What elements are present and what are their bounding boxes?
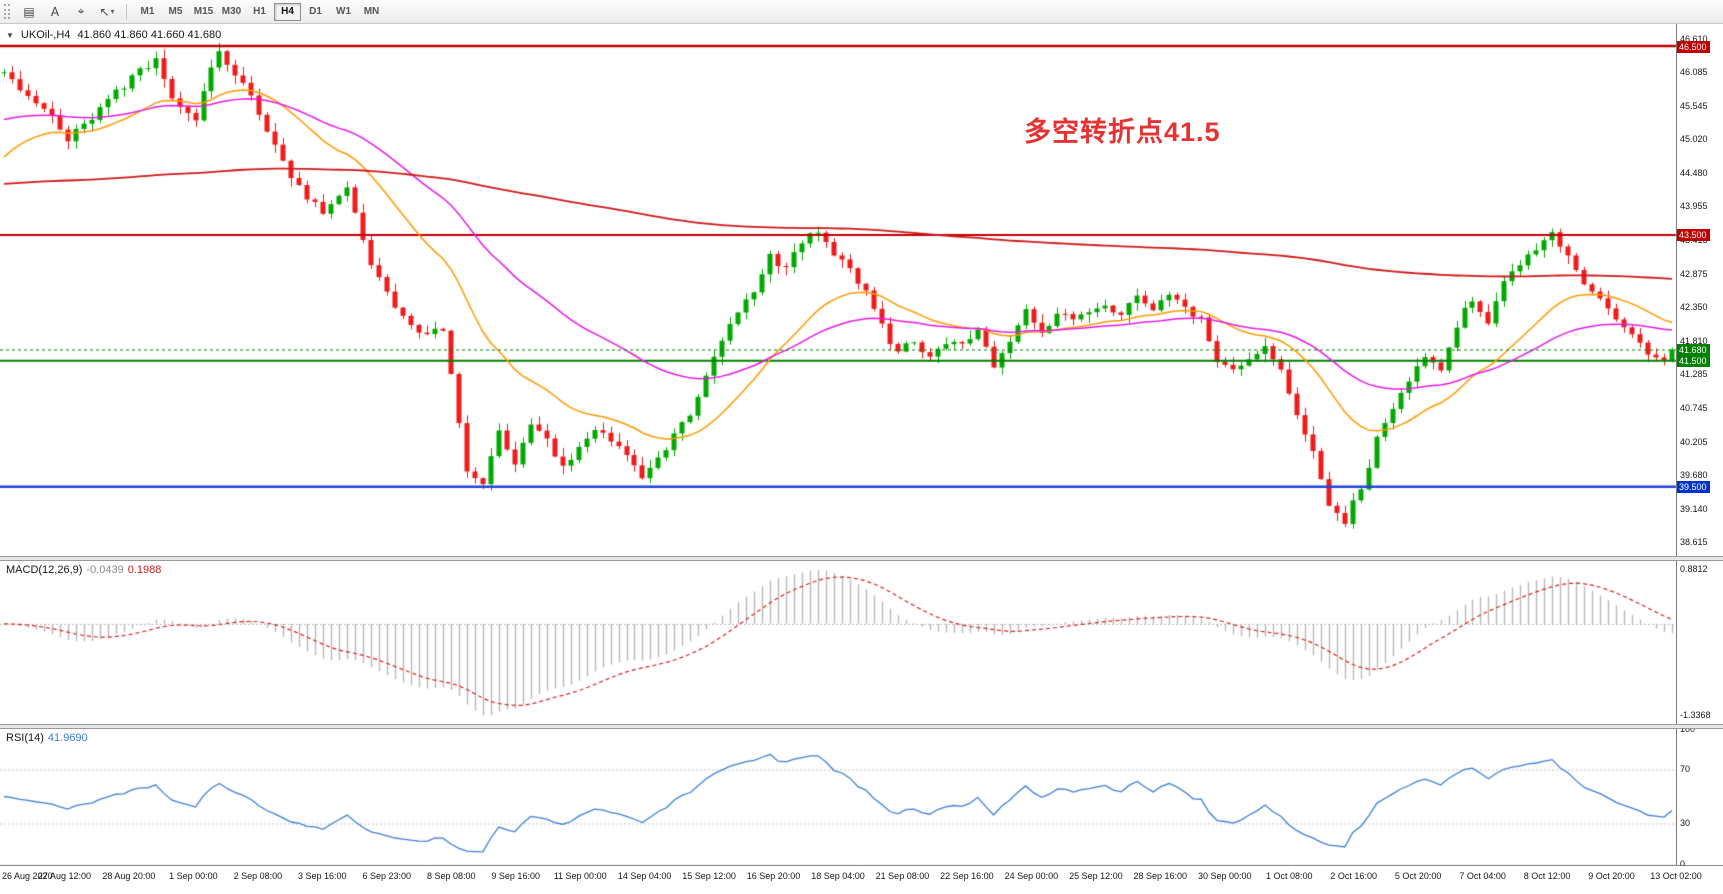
time-axis-label: 28 Aug 20:00 bbox=[102, 871, 156, 881]
time-axis-label: 13 Oct 02:00 bbox=[1650, 871, 1702, 881]
price-tick-label: 45.545 bbox=[1680, 100, 1708, 111]
time-axis-label: 27 Aug 12:00 bbox=[37, 871, 91, 881]
toolbar-icon-group: ▤ A ⌖ ↖ ▾ bbox=[17, 2, 119, 22]
chart-title: ▼ UKOil-,H4 41.860 41.860 41.660 41.680 bbox=[6, 29, 221, 41]
rsi-axis-label: 70 bbox=[1680, 764, 1691, 774]
dropdown-caret-icon: ▾ bbox=[110, 7, 115, 16]
price-tick-label: 43.955 bbox=[1680, 200, 1708, 211]
time-axis-label: 18 Sep 04:00 bbox=[811, 871, 865, 881]
rsi-axis-label: 30 bbox=[1680, 818, 1691, 828]
chart-window-icon: ▤ bbox=[23, 4, 35, 19]
price-level-badge: 46.500 bbox=[1677, 40, 1710, 53]
price-tick-label: 46.610 bbox=[1680, 33, 1708, 44]
time-axis-label: 5 Oct 20:00 bbox=[1394, 871, 1442, 881]
time-axis-label: 26 Aug 2020 bbox=[2, 871, 53, 881]
time-axis-label: 28 Sep 16:00 bbox=[1133, 871, 1188, 881]
rsi-indicator-label: RSI(14) 41.9690 bbox=[6, 732, 88, 744]
text-annotation-button[interactable]: A bbox=[43, 2, 67, 22]
toolbar-grip[interactable] bbox=[4, 4, 10, 19]
cursor-tool-icon: ↖ bbox=[99, 4, 110, 19]
time-axis-label: 1 Sep 00:00 bbox=[169, 871, 218, 881]
price-tick-label: 40.745 bbox=[1680, 402, 1708, 413]
rsi-axis-label: 0 bbox=[1680, 858, 1686, 869]
current-price-badge: 41.680 bbox=[1677, 343, 1710, 356]
time-axis-label: 25 Sep 12:00 bbox=[1069, 871, 1123, 881]
macd-indicator-label: MACD(12,26,9) -0.0439 0.1988 bbox=[6, 564, 161, 576]
rsi-value: 41.9690 bbox=[47, 732, 88, 744]
timeframe-h4-button[interactable]: H4 bbox=[274, 2, 301, 21]
price-tick-label: 45.020 bbox=[1680, 133, 1708, 144]
price-tick-label: 38.615 bbox=[1680, 536, 1708, 547]
price-tick-label: 39.680 bbox=[1680, 469, 1708, 480]
price-tick-label: 40.205 bbox=[1680, 436, 1708, 447]
price-tick-label: 46.085 bbox=[1680, 66, 1708, 77]
text-annotation-icon: A bbox=[50, 4, 60, 19]
price-tick-label: 39.140 bbox=[1680, 503, 1708, 514]
timeframe-h1-button[interactable]: H1 bbox=[246, 3, 273, 21]
macd-axis-label: 0.8812 bbox=[1680, 564, 1708, 575]
price-tick-label: 42.350 bbox=[1680, 301, 1708, 312]
time-axis-label: 15 Sep 12:00 bbox=[682, 871, 736, 881]
timeframe-button-group: M1 M5 M15 M30 H1 H4 D1 W1 MN bbox=[134, 2, 385, 21]
macd-axis-label: -1.3368 bbox=[1680, 709, 1711, 720]
chart-symbol-period: UKOil-,H4 bbox=[20, 29, 71, 41]
price-axis[interactable]: 46.61046.08545.54545.02044.48043.95543.4… bbox=[1676, 24, 1723, 869]
macd-name: MACD(12,26,9) bbox=[6, 564, 83, 576]
chart-window-button[interactable]: ▤ bbox=[17, 2, 41, 22]
time-axis-label: 8 Sep 08:00 bbox=[426, 871, 476, 881]
time-axis-label: 2 Sep 08:00 bbox=[233, 871, 283, 881]
cursor-tool-button[interactable]: ↖ ▾ bbox=[95, 2, 119, 22]
toolbar: ▤ A ⌖ ↖ ▾ M1 M5 M15 M30 H1 H4 D1 W1 MN bbox=[0, 0, 1723, 24]
time-axis-label: 22 Sep 16:00 bbox=[940, 871, 994, 881]
price-tick-label: 42.875 bbox=[1680, 268, 1708, 279]
time-axis-label: 9 Sep 16:00 bbox=[491, 871, 540, 881]
macd-signal-value: 0.1988 bbox=[127, 564, 162, 576]
time-axis-label: 16 Sep 20:00 bbox=[746, 871, 801, 881]
crosshair-tool-button[interactable]: ⌖ bbox=[69, 2, 93, 22]
time-axis-label: 21 Sep 08:00 bbox=[875, 871, 930, 881]
time-axis-label: 24 Sep 00:00 bbox=[1004, 871, 1059, 881]
timeframe-mn-button[interactable]: MN bbox=[358, 3, 385, 21]
time-axis-label: 6 Sep 23:00 bbox=[362, 871, 412, 881]
price-level-badge: 39.500 bbox=[1677, 481, 1710, 494]
timeframe-d1-button[interactable]: D1 bbox=[302, 3, 329, 21]
time-axis-label: 7 Oct 04:00 bbox=[1459, 871, 1506, 881]
annotation-text: 多空转折点41.5 bbox=[1024, 117, 1221, 147]
chart-list-dropdown-icon[interactable]: ▼ bbox=[6, 30, 14, 40]
crosshair-tool-icon: ⌖ bbox=[77, 4, 85, 18]
time-axis-label: 3 Sep 16:00 bbox=[298, 871, 347, 881]
time-axis-label: 30 Sep 00:00 bbox=[1197, 871, 1252, 881]
timeframe-w1-button[interactable]: W1 bbox=[330, 3, 357, 21]
panel-splitter-rsi[interactable] bbox=[0, 724, 1723, 729]
time-axis-label: 11 Sep 00:00 bbox=[553, 871, 607, 881]
timeframe-m30-button[interactable]: M30 bbox=[218, 3, 245, 21]
timeframe-m15-button[interactable]: M15 bbox=[190, 3, 217, 21]
chart-ohlc-values: 41.860 41.860 41.660 41.680 bbox=[77, 29, 222, 41]
panel-splitter-macd[interactable] bbox=[0, 556, 1723, 561]
price-level-badge: 43.500 bbox=[1677, 229, 1710, 242]
price-level-badge: 41.500 bbox=[1677, 355, 1710, 368]
price-tick-label: 44.480 bbox=[1680, 167, 1708, 178]
time-axis-label: 9 Oct 20:00 bbox=[1588, 871, 1635, 881]
macd-value: -0.0439 bbox=[86, 564, 124, 576]
price-tick-label: 41.285 bbox=[1680, 368, 1708, 379]
time-axis-label: 2 Oct 16:00 bbox=[1330, 871, 1377, 881]
timeframe-m1-button[interactable]: M1 bbox=[134, 3, 161, 21]
time-axis-label: 8 Oct 12:00 bbox=[1523, 871, 1571, 881]
toolbar-separator bbox=[126, 3, 127, 20]
price-tick-label: 41.810 bbox=[1680, 335, 1708, 346]
timeframe-m5-button[interactable]: M5 bbox=[162, 3, 189, 21]
time-axis[interactable]: 26 Aug 2020 27 Aug 12:00 28 Aug 20:00 1 Sep… bbox=[0, 866, 1723, 894]
rsi-name: RSI(14) bbox=[6, 732, 44, 744]
time-axis-label: 14 Sep 04:00 bbox=[617, 871, 672, 881]
time-axis-label: 1 Oct 08:00 bbox=[1265, 871, 1313, 881]
